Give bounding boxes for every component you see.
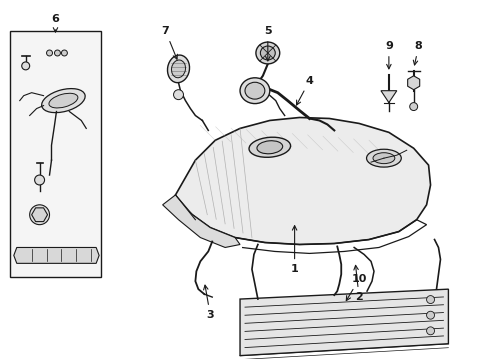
Polygon shape	[172, 117, 429, 244]
Polygon shape	[163, 195, 240, 247]
Text: 7: 7	[162, 26, 177, 59]
Ellipse shape	[41, 89, 85, 113]
Circle shape	[21, 62, 30, 70]
Circle shape	[46, 50, 52, 56]
Ellipse shape	[260, 46, 275, 60]
Polygon shape	[14, 247, 99, 264]
Ellipse shape	[366, 149, 401, 167]
Ellipse shape	[255, 42, 279, 64]
Polygon shape	[32, 208, 47, 222]
Circle shape	[35, 175, 44, 185]
Circle shape	[409, 103, 417, 111]
Text: 5: 5	[264, 26, 271, 61]
Circle shape	[173, 90, 183, 100]
Polygon shape	[407, 76, 419, 90]
Ellipse shape	[372, 153, 394, 164]
Text: 3: 3	[203, 285, 214, 320]
Text: 6: 6	[51, 14, 59, 32]
Ellipse shape	[171, 60, 185, 78]
FancyBboxPatch shape	[10, 31, 101, 277]
Circle shape	[426, 311, 434, 319]
Text: 2: 2	[353, 265, 362, 302]
Circle shape	[30, 205, 49, 225]
Ellipse shape	[244, 82, 264, 99]
Ellipse shape	[256, 141, 282, 154]
Ellipse shape	[167, 55, 189, 83]
Circle shape	[426, 296, 434, 303]
Text: 9: 9	[384, 41, 392, 69]
Circle shape	[54, 50, 61, 56]
Text: 8: 8	[412, 41, 422, 65]
Circle shape	[61, 50, 67, 56]
Text: 10: 10	[346, 274, 366, 301]
Ellipse shape	[248, 137, 290, 157]
Polygon shape	[240, 289, 447, 356]
Polygon shape	[380, 91, 396, 103]
Circle shape	[426, 327, 434, 335]
Ellipse shape	[49, 93, 78, 108]
Ellipse shape	[240, 78, 269, 104]
Text: 1: 1	[290, 226, 298, 274]
Text: 4: 4	[296, 76, 313, 105]
